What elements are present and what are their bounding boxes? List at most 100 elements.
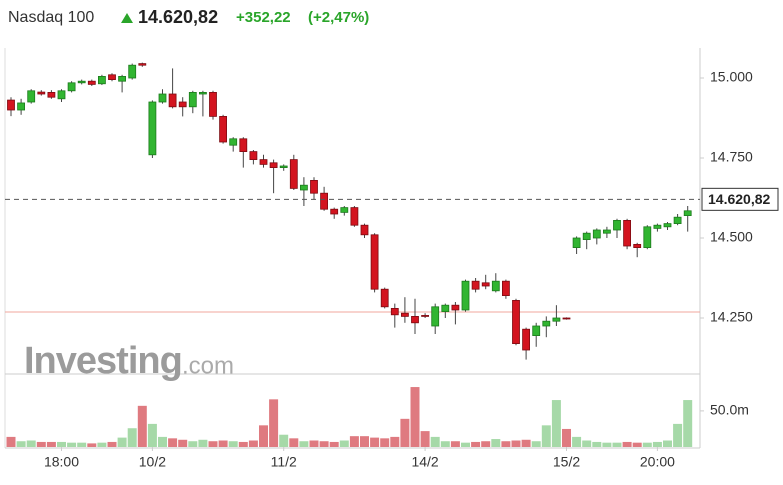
candle-body (279, 165, 288, 169)
volume-bar (279, 434, 289, 447)
candle-body (461, 280, 470, 311)
candle-body (633, 243, 642, 248)
candle-body (501, 280, 510, 297)
candle-body (299, 184, 308, 191)
candle-body (360, 224, 369, 236)
candle-body (178, 101, 187, 108)
candle-body (491, 280, 500, 292)
candle-body (219, 116, 228, 143)
volume-bar (137, 405, 147, 447)
candle-body (239, 138, 248, 153)
volume-bar (309, 440, 319, 447)
change: +352,22 (236, 9, 291, 26)
volume-bar (46, 441, 56, 447)
y-tick-label: 14.500 (710, 229, 753, 245)
volume-bar (208, 441, 218, 447)
volume-bar (551, 400, 561, 447)
volume-bar (339, 440, 349, 447)
volume-bar (572, 436, 582, 447)
volume-bar (481, 441, 491, 447)
candle-body (310, 179, 318, 194)
candle-body (148, 101, 157, 156)
candle-body (259, 159, 268, 165)
candle-body (582, 232, 591, 240)
volume-bar (168, 438, 178, 447)
volume-bar (87, 443, 97, 447)
volume-bar (218, 440, 228, 447)
watermark: .com (182, 352, 234, 379)
volume-bar (178, 439, 188, 447)
volume-bar (26, 440, 36, 447)
volume-bar (77, 442, 87, 447)
volume-bar (36, 441, 46, 447)
volume-bar (531, 441, 541, 447)
volume-bar (612, 442, 622, 447)
candle-body (98, 76, 106, 85)
candle-body (380, 288, 389, 308)
x-tick-label: 10/2 (139, 454, 166, 470)
candle-body (562, 317, 571, 320)
watermark: Investing (24, 340, 182, 382)
volume-bar (632, 442, 642, 447)
x-tick-label: 18:00 (44, 454, 79, 470)
x-tick-label: 11/2 (271, 454, 297, 470)
volume-bar (319, 441, 329, 447)
volume-bar (97, 442, 107, 447)
candle-body (512, 299, 520, 344)
volume-bar (228, 441, 238, 447)
candle-body (209, 92, 217, 117)
candle-body (441, 304, 450, 313)
volume-bar (370, 437, 380, 447)
candle-body (532, 325, 541, 337)
candle-body (7, 99, 15, 111)
candle-body (57, 90, 66, 100)
candle-body (77, 80, 86, 84)
candle-body (370, 234, 379, 290)
last-price-box (701, 187, 779, 211)
chart-title: Nasdaq 100 (8, 9, 94, 26)
volume-bar (430, 436, 440, 447)
x-tick-label: 15/2 (553, 454, 580, 470)
candle-body (128, 64, 137, 79)
volume-bar (269, 399, 279, 447)
candle-body (451, 304, 460, 311)
volume-bar (562, 428, 571, 447)
candle-body (249, 151, 258, 161)
volume-bar (107, 441, 117, 447)
candle-body (229, 138, 238, 146)
volume-bar (147, 423, 157, 447)
volume-bar (6, 436, 16, 447)
candle-body (603, 229, 611, 234)
volume-bar (410, 387, 420, 447)
candle-body (522, 328, 530, 351)
price: 14.620,82 (138, 7, 218, 27)
candle-body (47, 92, 56, 98)
last-price-label: 14.620,82 (708, 191, 770, 207)
volume-bar (127, 428, 137, 447)
candle-body (481, 282, 490, 287)
candle-body (269, 162, 278, 169)
candle-body (17, 102, 26, 111)
candle-body (431, 306, 440, 327)
candle-body (390, 307, 399, 316)
volume-bar (642, 442, 652, 447)
volume-bar (511, 440, 521, 447)
candle-body (552, 317, 561, 322)
volume-bar (461, 442, 470, 447)
candle-body (320, 192, 329, 210)
volume-bar (67, 442, 77, 447)
volume-bar (541, 425, 551, 447)
candle-body (623, 219, 631, 247)
volume-bar (117, 437, 127, 447)
candle-body (37, 91, 46, 95)
y-tick-label: 50.0m (710, 402, 749, 418)
candle-body (613, 219, 621, 231)
volume-bar (238, 441, 248, 447)
volume-bar (673, 423, 683, 447)
volume-bar (400, 418, 410, 447)
candle-body (168, 93, 177, 108)
volume-bar (16, 441, 26, 447)
change-pct: (+2,47%) (308, 9, 369, 26)
volume-bar (198, 439, 208, 447)
